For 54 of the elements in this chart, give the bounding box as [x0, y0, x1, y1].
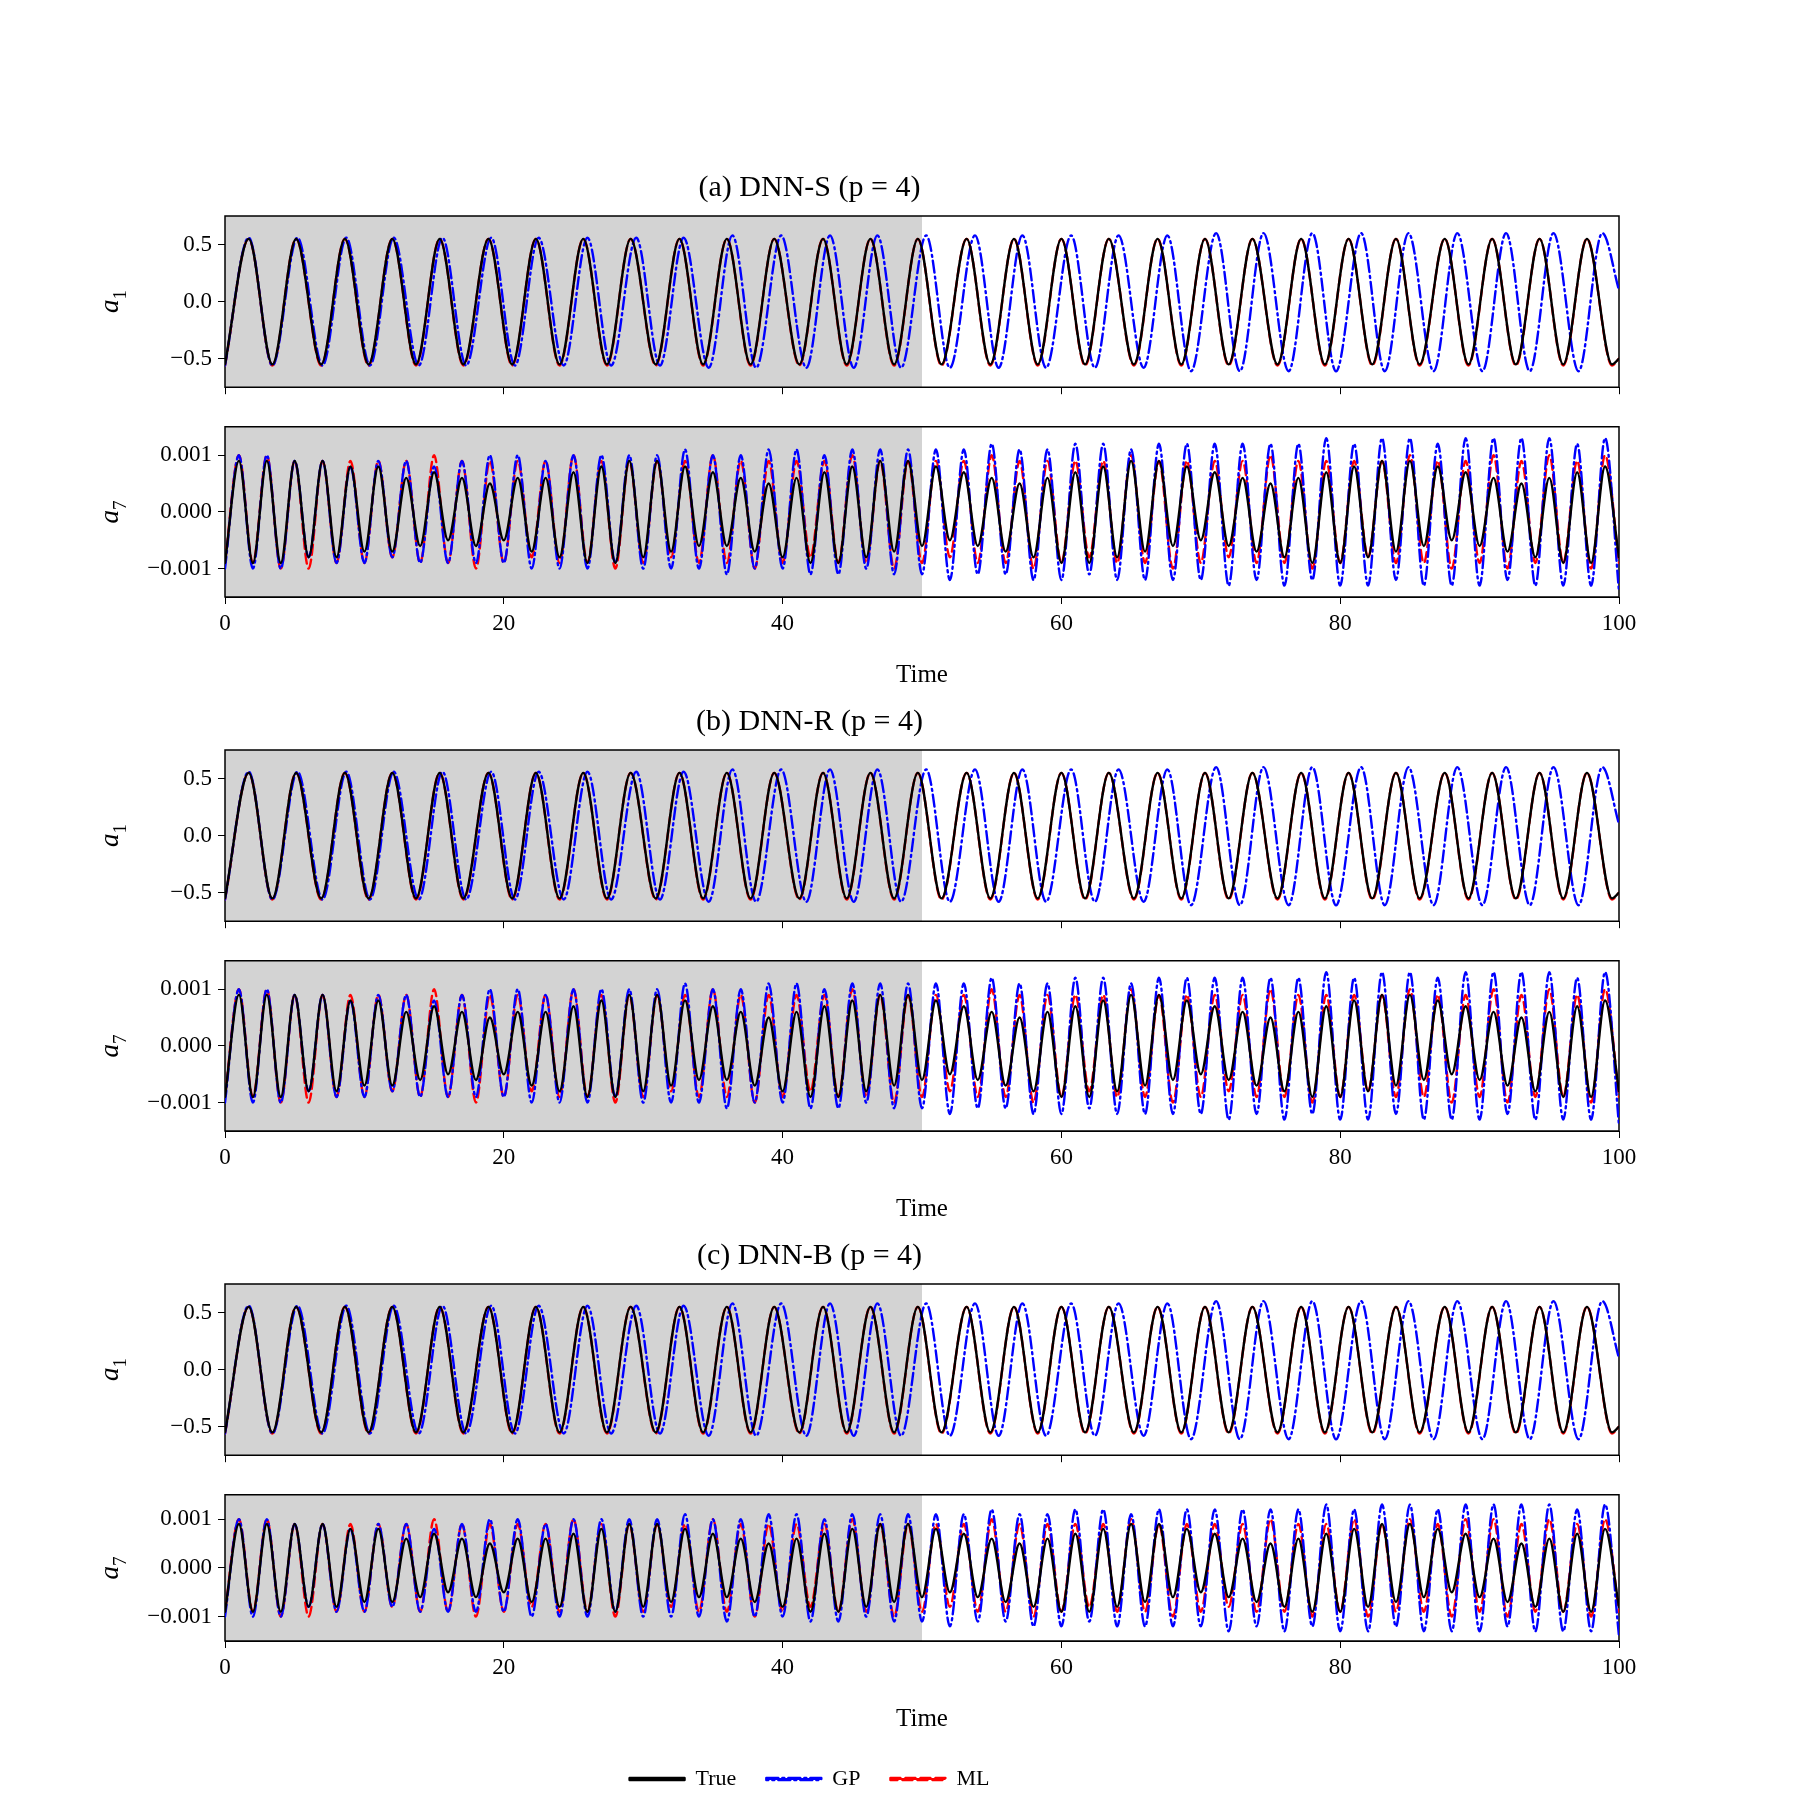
y-tick-label: 0.5: [183, 764, 212, 790]
chart-title: (a) DNN-S (p = 4): [698, 168, 921, 203]
line-series: [225, 436, 1619, 593]
y-tick-label: −0.001: [147, 1602, 212, 1628]
x-axis-title: Time: [896, 1193, 948, 1221]
y-tick-label: 0.001: [160, 441, 212, 467]
y-tick-label: 0.001: [160, 1505, 212, 1531]
y-axis-title: a7: [94, 1034, 130, 1058]
y-tick-label: −0.5: [170, 344, 212, 370]
x-tick-label: 100: [1601, 609, 1637, 635]
x-tick-label: 80: [1328, 609, 1352, 635]
x-axis-title: Time: [896, 1703, 948, 1731]
legend-label: ML: [956, 1764, 990, 1790]
y-tick-label: −0.001: [147, 554, 212, 580]
x-tick-label: 60: [1049, 609, 1073, 635]
y-axis-title: a1: [94, 290, 130, 314]
y-tick-label: 0.000: [160, 1553, 212, 1579]
y-tick-label: 0.0: [183, 821, 212, 847]
x-tick-label: 0: [219, 609, 231, 635]
x-axis-title: Time: [896, 659, 948, 687]
x-tick-label: 100: [1601, 1653, 1637, 1679]
x-tick-label: 20: [492, 609, 516, 635]
x-tick-label: 40: [771, 1143, 795, 1169]
y-axis-title: a1: [94, 824, 130, 848]
y-tick-label: 0.000: [160, 1031, 212, 1057]
y-tick-label: 0.5: [183, 230, 212, 256]
y-axis-title: a7: [94, 1556, 130, 1580]
y-tick-label: 0.5: [183, 1298, 212, 1324]
y-tick-label: 0.000: [160, 497, 212, 523]
x-tick-label: 20: [492, 1653, 516, 1679]
x-tick-label: 100: [1601, 1143, 1637, 1169]
line-series: [225, 970, 1619, 1127]
x-tick-label: 80: [1328, 1143, 1352, 1169]
x-tick-label: 0: [219, 1653, 231, 1679]
y-tick-label: 0.0: [183, 287, 212, 313]
line-series: [225, 1503, 1619, 1638]
legend-label: True: [695, 1764, 737, 1790]
chart-title: (c) DNN-B (p = 4): [696, 1236, 923, 1271]
y-axis-title: a1: [94, 1358, 130, 1382]
y-axis-title: a7: [94, 500, 130, 524]
y-tick-label: 0.0: [183, 1355, 212, 1381]
y-tick-label: −0.001: [147, 1088, 212, 1114]
x-tick-label: 40: [771, 1653, 795, 1679]
y-tick-label: 0.001: [160, 975, 212, 1001]
chart-title: (b) DNN-R (p = 4): [696, 702, 923, 737]
x-tick-label: 80: [1328, 1653, 1352, 1679]
x-tick-label: 60: [1049, 1653, 1073, 1679]
x-tick-label: 40: [771, 609, 795, 635]
y-tick-label: −0.5: [170, 878, 212, 904]
x-tick-label: 60: [1049, 1143, 1073, 1169]
x-tick-label: 0: [219, 1143, 231, 1169]
y-tick-label: −0.5: [170, 1412, 212, 1438]
legend-label: GP: [832, 1764, 861, 1790]
x-tick-label: 20: [492, 1143, 516, 1169]
